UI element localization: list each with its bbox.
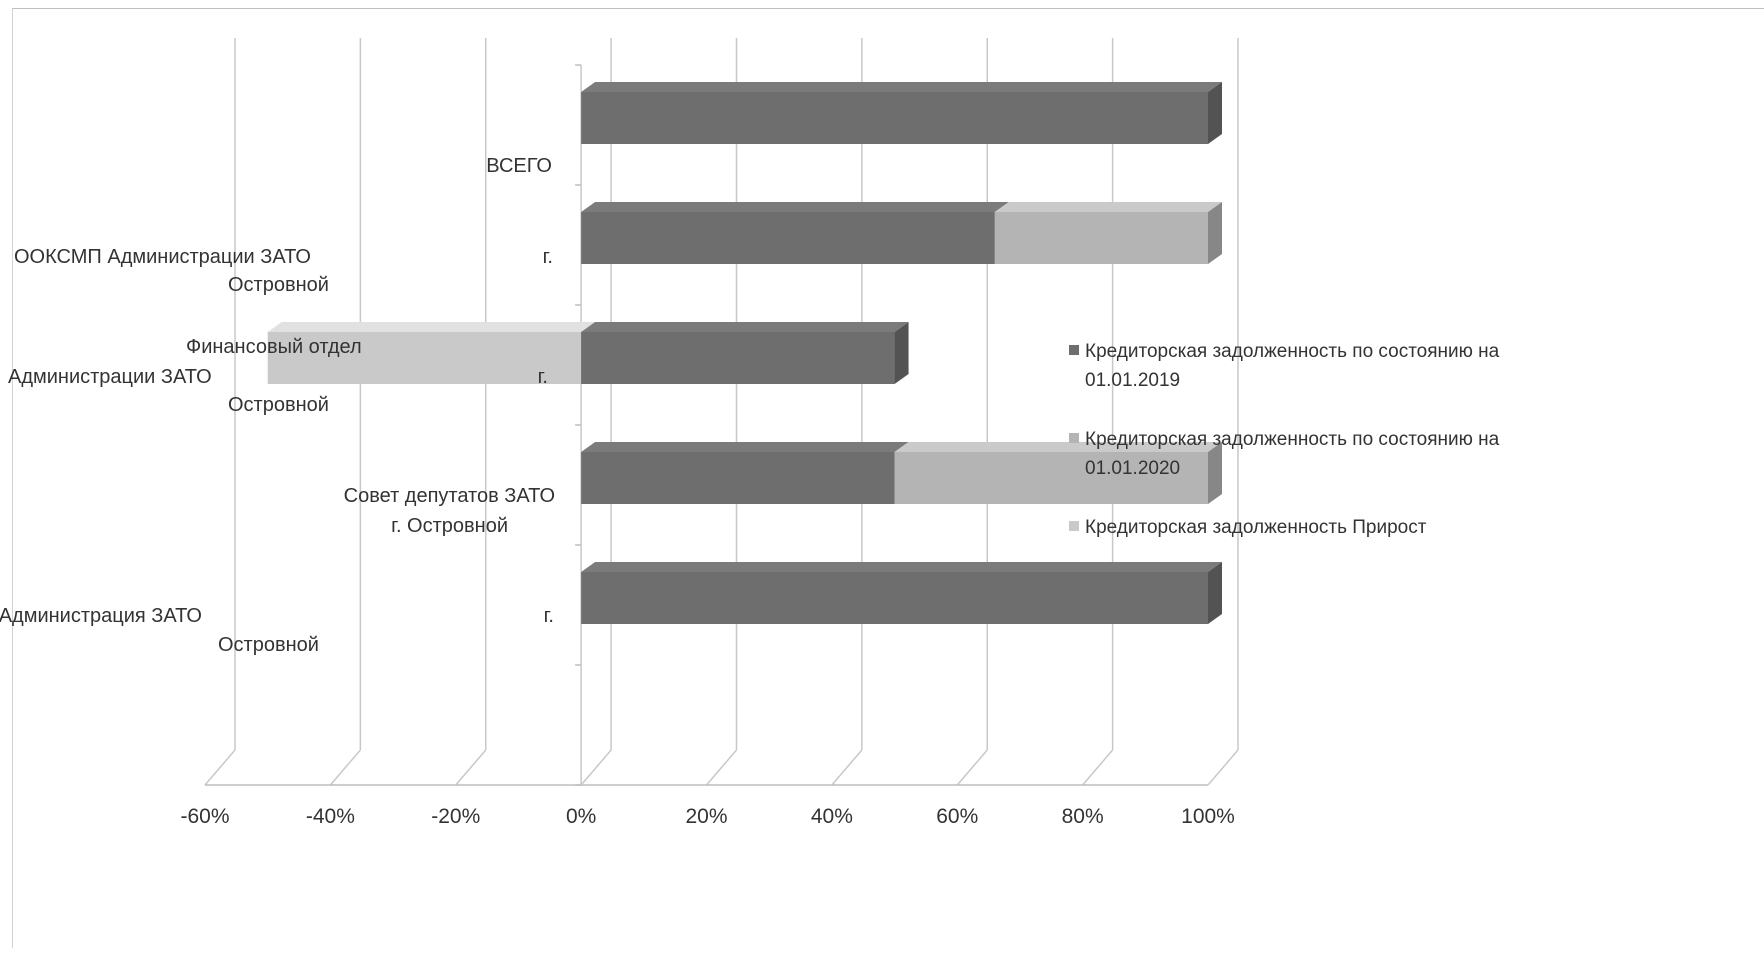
category-label-line: Администрация ЗАТО — [0, 605, 202, 627]
x-tick-label: 100% — [1181, 805, 1235, 828]
bar-top-face — [267, 322, 596, 332]
bar-top-face — [894, 442, 1222, 452]
category-label-line: Финансовый отдел — [186, 336, 362, 358]
x-tick-label: -40% — [306, 805, 355, 828]
x-tick-label: 40% — [811, 805, 853, 828]
floor-gridline — [831, 749, 863, 786]
bar-segment — [267, 332, 582, 384]
category-label-line: Островной — [228, 274, 329, 296]
floor-gridline — [1207, 749, 1239, 786]
bar-segment — [581, 212, 995, 264]
legend: Кредиторская задолженность по состоянию … — [1069, 341, 1500, 538]
x-tick-label: 20% — [685, 805, 727, 828]
category-label-line: г. — [543, 246, 553, 268]
category-label: Совет депутатов ЗАТО г. Островной — [344, 485, 555, 537]
bar-top-face — [581, 322, 909, 332]
category-label: ООКСМП Администрации ЗАТО г. Островной — [14, 246, 553, 296]
legend-label: Кредиторская задолженность по состоянию … — [1085, 341, 1500, 362]
category-labels: ВСЕГО ООКСМП Администрации ЗАТО г. Островно… — [0, 155, 555, 656]
legend-entry: Кредиторская задолженность по состоянию … — [1069, 429, 1500, 479]
category-label: Администрация ЗАТО г. Островной — [0, 605, 554, 656]
bar-segment — [994, 212, 1208, 264]
bar-side-face — [1208, 202, 1222, 264]
category-label: ВСЕГО — [486, 155, 552, 177]
legend-swatch — [1069, 521, 1079, 531]
x-tick-label: 0% — [566, 805, 596, 828]
bar-side-face — [1208, 82, 1222, 144]
bar-segment — [894, 452, 1208, 504]
floor-gridline — [204, 749, 236, 786]
bar-segment — [581, 452, 895, 504]
floor-gridline — [956, 749, 988, 786]
bar-top-face — [581, 202, 1009, 212]
bar-top-face — [994, 202, 1222, 212]
floor-gridline — [705, 749, 738, 786]
gridlines — [204, 38, 1239, 786]
category-label-line: г. — [544, 605, 554, 627]
bar-side-face — [1208, 442, 1222, 504]
category-label-line: Островной — [228, 394, 329, 416]
category-label-line: г. — [538, 366, 548, 388]
bars — [267, 82, 1222, 624]
category-label-line: Островной — [218, 634, 319, 656]
bar-top-face — [581, 442, 909, 452]
category-label-line: ВСЕГО — [486, 155, 552, 177]
x-tick-label: -60% — [180, 805, 229, 828]
legend-swatch — [1069, 433, 1079, 443]
category-label-line: г. Островной — [391, 515, 508, 537]
category-label-line: Совет депутатов ЗАТО — [344, 485, 555, 507]
legend-entry: Кредиторская задолженность Прирост — [1069, 517, 1427, 538]
floor-gridline — [455, 749, 487, 786]
bar-segment — [581, 92, 1208, 144]
bar-segment — [581, 332, 895, 384]
category-label-line: ООКСМП Администрации ЗАТО — [14, 246, 311, 268]
x-axis: -60% -40% -20% 0% 20% 40% 60% 80% 100% — [180, 64, 1235, 828]
floor-gridline — [329, 749, 361, 786]
x-tick-label: 60% — [936, 805, 978, 828]
legend-swatch — [1069, 345, 1079, 355]
chart-frame — [12, 8, 1764, 948]
x-tick-label: 80% — [1062, 805, 1104, 828]
x-tick-label: -20% — [431, 805, 480, 828]
bar-top-face — [581, 562, 1222, 572]
legend-label: 01.01.2019 — [1085, 370, 1180, 391]
floor-gridline — [580, 749, 612, 786]
bar-segment — [581, 572, 1208, 624]
legend-label: Кредиторская задолженность по состоянию … — [1085, 429, 1500, 450]
bar-side-face — [1208, 562, 1222, 624]
bar-side-face — [894, 322, 909, 384]
legend-label: 01.01.2020 — [1085, 458, 1180, 479]
legend-entry: Кредиторская задолженность по состоянию … — [1069, 341, 1500, 391]
bar-top-face — [581, 82, 1222, 92]
category-label: Финансовый отдел Администрации ЗАТО г. Остр… — [8, 336, 548, 416]
legend-label: Кредиторская задолженность Прирост — [1085, 517, 1427, 538]
category-label-line: Администрации ЗАТО — [8, 366, 212, 388]
floor-gridline — [1082, 749, 1114, 786]
